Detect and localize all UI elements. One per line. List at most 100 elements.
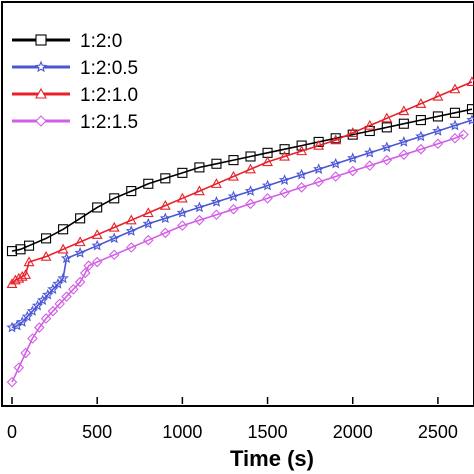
data-point [79, 267, 91, 279]
data-point [21, 310, 33, 322]
data-point [159, 212, 171, 224]
data-point [60, 252, 73, 264]
legend-item: 1:2:1.0 [12, 85, 138, 106]
data-point [23, 256, 35, 267]
data-point [347, 165, 359, 177]
data-point [279, 187, 290, 199]
legend: 1:2:0 1:2:0.5 1:2:1.0 1:2:1.5 [12, 31, 138, 133]
data-point [23, 240, 35, 251]
data-point [47, 305, 59, 317]
data-point [194, 162, 205, 173]
legend-swatch-marker [35, 34, 47, 46]
data-point [415, 98, 427, 108]
data-point [16, 316, 28, 327]
data-point [193, 185, 205, 196]
data-point [228, 170, 239, 181]
data-point [398, 118, 409, 129]
data-point [160, 227, 171, 239]
series-1-2-0 [6, 104, 474, 257]
data-point [330, 171, 341, 182]
data-point [364, 119, 376, 130]
data-point [398, 135, 410, 147]
data-point [125, 242, 137, 253]
data-point [330, 157, 342, 169]
data-point [466, 114, 474, 125]
data-point [398, 149, 410, 160]
x-tick-label: 1000 [162, 422, 202, 442]
data-point [193, 201, 206, 213]
data-point [415, 130, 427, 142]
data-point [278, 174, 291, 185]
data-point [227, 190, 240, 202]
data-point [37, 294, 49, 306]
data-point [47, 283, 59, 295]
data-point [108, 221, 120, 232]
legend-label: 1:2:1.0 [80, 85, 138, 106]
data-point [295, 168, 308, 180]
data-point [211, 178, 222, 188]
data-point [244, 185, 257, 196]
data-point [261, 179, 274, 191]
data-point [40, 313, 52, 324]
legend-swatch-marker [35, 87, 47, 99]
data-point [109, 193, 120, 204]
data-point [245, 163, 256, 174]
data-point [31, 299, 44, 311]
legend-label: 1:2:0 [80, 31, 122, 52]
data-point [449, 133, 461, 144]
data-point [347, 127, 359, 137]
data-point [6, 376, 18, 388]
data-point [74, 236, 86, 247]
series-line [11, 133, 464, 383]
x-tick-label: 2000 [333, 422, 373, 442]
legend-swatch-marker [34, 60, 48, 73]
data-point [143, 178, 154, 189]
data-point [176, 192, 188, 203]
data-point [432, 138, 444, 150]
data-point [313, 163, 325, 175]
data-point [143, 234, 154, 246]
data-point [16, 270, 28, 281]
data-point [432, 125, 444, 136]
data-point [13, 362, 25, 373]
data-point [74, 276, 86, 288]
data-point [449, 83, 461, 94]
data-point [364, 146, 376, 158]
x-axis: 0 500 1000 1500 2000 2500 [7, 397, 458, 442]
data-point [466, 104, 474, 115]
data-point [26, 305, 39, 316]
data-point [41, 233, 52, 244]
data-point [262, 193, 273, 204]
series-line [11, 108, 473, 252]
data-point [33, 322, 45, 333]
data-point [458, 129, 469, 140]
data-point [20, 347, 31, 359]
x-tick-label: 500 [82, 422, 112, 442]
data-point [125, 214, 137, 225]
data-point [160, 173, 171, 184]
data-point [228, 155, 239, 166]
data-point [313, 176, 324, 188]
legend-item: 1:2:0.5 [12, 58, 138, 79]
data-point [40, 250, 52, 261]
data-point [58, 224, 69, 235]
data-point [74, 246, 86, 258]
data-point [364, 160, 376, 171]
x-tick-label: 2500 [418, 422, 458, 442]
data-point [68, 284, 79, 295]
data-point [57, 243, 69, 254]
data-point [92, 202, 103, 213]
data-point [210, 196, 223, 207]
data-point [42, 288, 54, 300]
plot-frame [1, 1, 474, 407]
data-point [381, 122, 392, 133]
legend-label: 1:2:1.5 [80, 112, 138, 133]
series-layer [6, 76, 474, 388]
legend-label: 1:2:0.5 [80, 58, 138, 79]
data-point [211, 209, 222, 220]
data-point [211, 158, 222, 169]
legend-swatch-marker [35, 115, 47, 127]
data-point [142, 217, 155, 229]
data-point [279, 144, 290, 155]
